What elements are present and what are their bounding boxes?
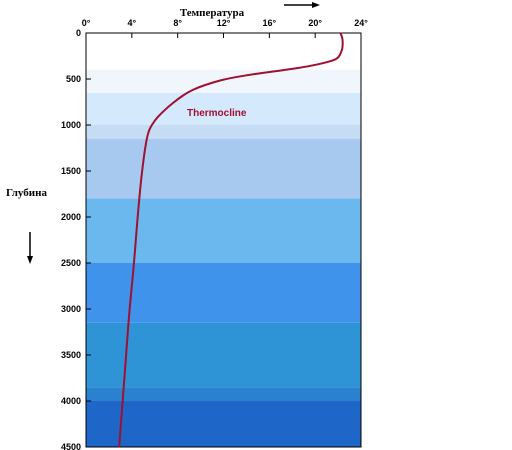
depth-band xyxy=(86,198,361,263)
depth-bands xyxy=(86,33,361,447)
y-axis-title: Глубина xyxy=(6,187,47,199)
y-tick-label: 4500 xyxy=(61,442,81,450)
depth-band xyxy=(86,33,361,70)
y-tick-label: 0 xyxy=(76,28,81,38)
y-tick-label: 4000 xyxy=(61,396,81,406)
y-tick-label: 2000 xyxy=(61,212,81,222)
temperature-profile-line xyxy=(118,32,344,448)
depth-band xyxy=(86,138,361,199)
depth-band xyxy=(86,125,361,139)
x-axis-title: Температура xyxy=(180,7,245,19)
thermocline-label: Thermocline xyxy=(187,108,247,119)
depth-band xyxy=(86,263,361,323)
depth-band xyxy=(86,92,361,125)
depth-band xyxy=(86,387,361,401)
y-tick-label: 2500 xyxy=(61,258,81,268)
x-tick-label: 24° xyxy=(354,18,368,28)
depth-band xyxy=(86,322,361,388)
y-direction-arrow xyxy=(27,232,33,264)
y-tick-label: 3500 xyxy=(61,350,81,360)
depth-band xyxy=(86,401,361,447)
x-tick-label: 20° xyxy=(308,18,322,28)
x-tick-label: 8° xyxy=(173,18,182,28)
x-tick-label: 0° xyxy=(82,18,91,28)
x-direction-arrow xyxy=(284,2,320,8)
y-tick-label: 500 xyxy=(66,74,81,84)
x-tick-label: 12° xyxy=(217,18,231,28)
x-axis-ticks: 0° 4° 8° 12° 16° 20° 24° xyxy=(82,18,368,38)
x-tick-label: 4° xyxy=(128,18,137,28)
y-tick-label: 1500 xyxy=(61,166,81,176)
y-tick-label: 1000 xyxy=(61,120,81,130)
x-tick-label: 16° xyxy=(263,18,277,28)
y-axis-ticks: 0 500 1000 1500 2000 2500 3000 3500 4000 4500 xyxy=(61,28,91,450)
y-tick-label: 3000 xyxy=(61,304,81,314)
depth-band xyxy=(86,69,361,93)
